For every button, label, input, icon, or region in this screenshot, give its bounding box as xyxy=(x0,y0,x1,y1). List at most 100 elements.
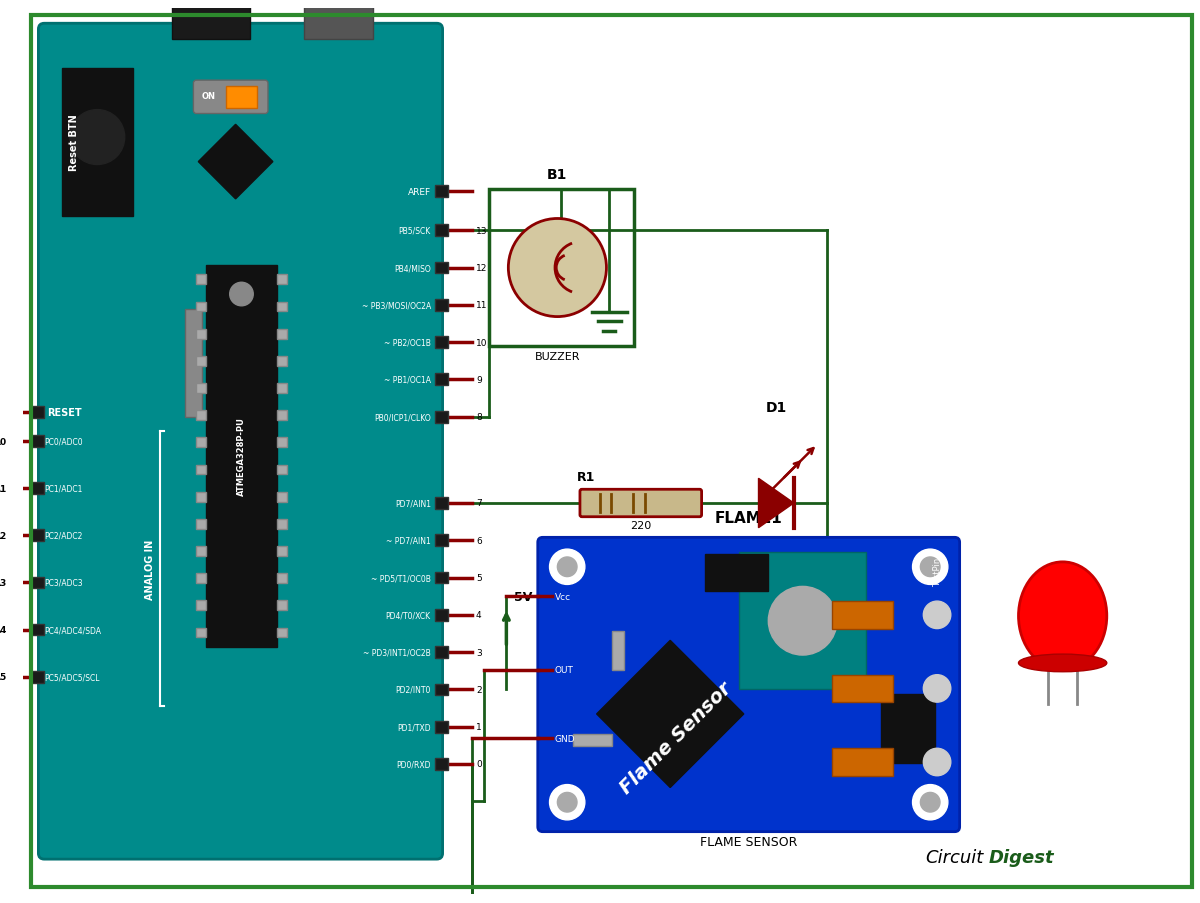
Bar xyxy=(30,671,44,683)
Text: D1: D1 xyxy=(766,400,787,414)
Bar xyxy=(881,694,935,763)
Text: 3: 3 xyxy=(476,648,481,656)
Bar xyxy=(434,225,449,237)
Text: GND: GND xyxy=(554,734,575,743)
Text: PC4/ADC4/SDA: PC4/ADC4/SDA xyxy=(44,626,101,634)
Bar xyxy=(62,70,132,217)
Bar xyxy=(277,465,287,475)
Text: ~ PD7/AIN1: ~ PD7/AIN1 xyxy=(386,536,431,545)
Bar xyxy=(277,492,287,502)
Bar xyxy=(277,357,287,367)
Text: ~ PD3/INT1/OC2B: ~ PD3/INT1/OC2B xyxy=(364,648,431,656)
Bar xyxy=(197,384,206,394)
Text: Flame Sensor: Flame Sensor xyxy=(617,678,736,797)
Bar xyxy=(197,628,206,638)
Text: OUT: OUT xyxy=(554,666,574,675)
Text: PB0/ICP1/CLKO: PB0/ICP1/CLKO xyxy=(374,413,431,422)
Circle shape xyxy=(768,587,836,656)
FancyBboxPatch shape xyxy=(38,24,443,859)
Text: A4: A4 xyxy=(0,626,7,634)
Bar xyxy=(206,265,277,647)
Text: ATMEGA328P-PU: ATMEGA328P-PU xyxy=(236,417,246,496)
Text: LED: LED xyxy=(766,546,787,556)
Text: 1: 1 xyxy=(476,722,481,731)
Circle shape xyxy=(920,793,940,812)
Circle shape xyxy=(550,550,584,585)
Text: 4: 4 xyxy=(476,610,481,619)
Text: PB4/MISO: PB4/MISO xyxy=(394,264,431,273)
Bar xyxy=(197,600,206,610)
Bar xyxy=(434,337,449,349)
FancyBboxPatch shape xyxy=(193,81,268,115)
Circle shape xyxy=(550,785,584,820)
Bar xyxy=(197,438,206,448)
Text: 11: 11 xyxy=(476,301,487,310)
Circle shape xyxy=(923,675,950,703)
Bar xyxy=(434,684,449,695)
Text: 6: 6 xyxy=(476,536,481,545)
Bar xyxy=(197,519,206,529)
Text: FLAME1: FLAME1 xyxy=(715,510,782,525)
Bar xyxy=(277,303,287,312)
Polygon shape xyxy=(758,479,794,528)
Text: 0: 0 xyxy=(476,759,481,768)
Circle shape xyxy=(912,785,948,820)
Bar xyxy=(30,406,44,418)
Text: A5: A5 xyxy=(0,673,7,682)
Circle shape xyxy=(557,557,577,577)
Bar xyxy=(197,492,206,502)
Text: 2: 2 xyxy=(476,685,481,694)
Text: PD1/TXD: PD1/TXD xyxy=(397,722,431,731)
Ellipse shape xyxy=(1019,655,1106,672)
Bar xyxy=(704,554,768,591)
Bar xyxy=(832,675,893,703)
Bar xyxy=(277,384,287,394)
Bar xyxy=(197,411,206,421)
Bar xyxy=(434,263,449,275)
Text: BUZZER: BUZZER xyxy=(535,351,580,361)
Circle shape xyxy=(912,550,948,585)
Polygon shape xyxy=(596,640,744,787)
Bar xyxy=(30,436,44,448)
Bar xyxy=(226,87,257,108)
Bar xyxy=(434,610,449,621)
Bar xyxy=(277,519,287,529)
Circle shape xyxy=(923,601,950,628)
Circle shape xyxy=(557,793,577,812)
Text: PC1/ADC1: PC1/ADC1 xyxy=(44,484,83,493)
Bar xyxy=(197,573,206,583)
Circle shape xyxy=(509,219,606,317)
Text: ON: ON xyxy=(202,92,215,101)
Text: ~ PB1/OC1A: ~ PB1/OC1A xyxy=(384,376,431,385)
Bar xyxy=(434,186,449,198)
Bar xyxy=(277,438,287,448)
Text: 5: 5 xyxy=(476,573,481,582)
Bar xyxy=(434,374,449,386)
Circle shape xyxy=(923,749,950,776)
Bar xyxy=(30,483,44,495)
Text: TestPin: TestPin xyxy=(932,557,942,587)
Bar xyxy=(277,330,287,340)
Bar xyxy=(434,759,449,770)
Text: FLAME SENSOR: FLAME SENSOR xyxy=(700,834,797,848)
Text: A0: A0 xyxy=(0,437,7,446)
Text: PC5/ADC5/SCL: PC5/ADC5/SCL xyxy=(44,673,100,682)
Bar xyxy=(612,631,624,670)
Bar xyxy=(277,573,287,583)
Text: B1: B1 xyxy=(547,168,568,182)
Text: RESET: RESET xyxy=(47,407,82,417)
Bar xyxy=(277,411,287,421)
Text: PD2/INT0: PD2/INT0 xyxy=(396,685,431,694)
Text: 10: 10 xyxy=(476,339,487,348)
Bar xyxy=(30,624,44,636)
Bar xyxy=(197,465,206,475)
Circle shape xyxy=(229,283,253,306)
Bar xyxy=(434,647,449,658)
FancyBboxPatch shape xyxy=(580,489,702,517)
Text: 220: 220 xyxy=(630,520,652,530)
Bar xyxy=(197,357,206,367)
Text: Circuit: Circuit xyxy=(925,848,984,866)
Bar xyxy=(277,600,287,610)
Text: Vcc: Vcc xyxy=(554,592,570,601)
Text: A2: A2 xyxy=(0,531,7,540)
